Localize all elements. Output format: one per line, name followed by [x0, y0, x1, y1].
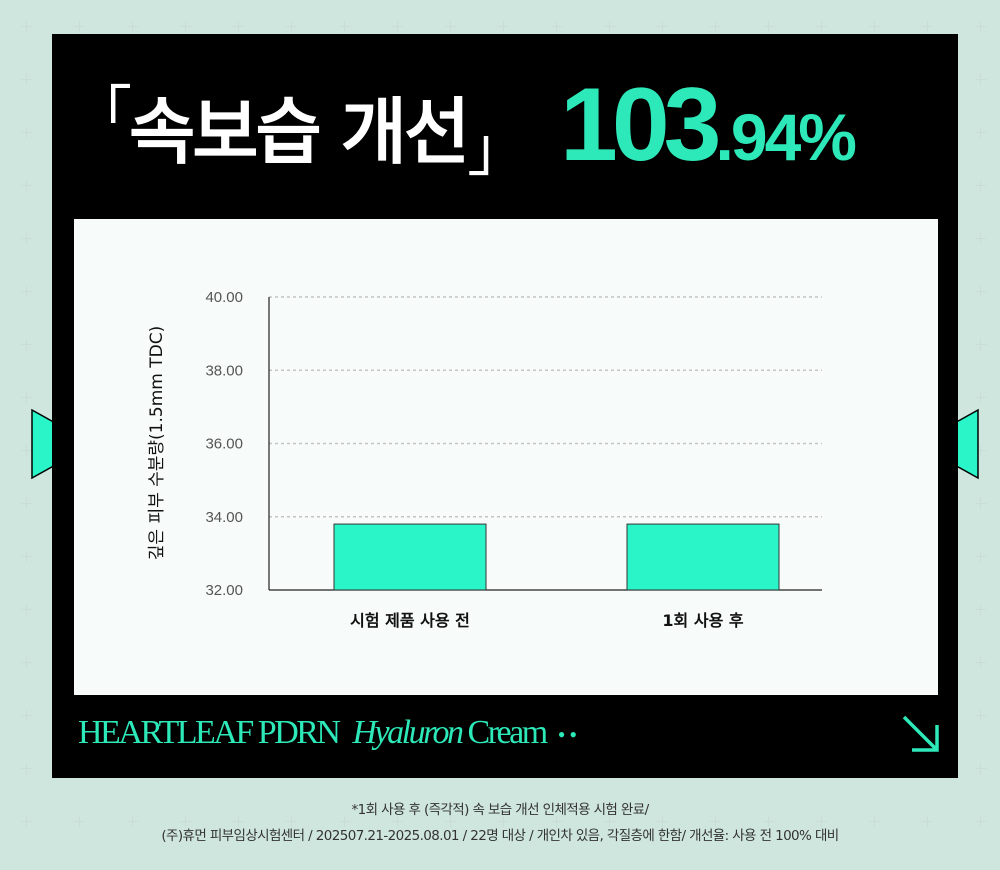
- y-tick-label: 36.00: [205, 436, 243, 453]
- bar-2: [626, 523, 780, 591]
- improvement-percent: 103.94%: [560, 66, 857, 185]
- brand-italic: Hyaluron: [352, 714, 464, 751]
- x-category-label: 시험 제품 사용 전: [350, 611, 470, 630]
- brand-main: HEARTLEAF PDRN: [78, 714, 341, 751]
- bar-1: [333, 523, 487, 591]
- brand-suffix: Cream: [467, 714, 549, 751]
- chart-panel: 32.00 34.00 36.00 38.00 40.00 시험 제품 사용 전 1회 사용…: [74, 219, 938, 695]
- percent-int: 103: [560, 67, 722, 183]
- percent-dec: .94%: [715, 100, 857, 174]
- footnote-line2: (주)휴먼 피부임상시험센터 / 202507.21-2025.08.01 / …: [161, 828, 839, 844]
- close-bracket: 」: [467, 115, 527, 185]
- brand-dots: ••: [557, 722, 582, 748]
- footnote-line1: *1회 사용 후 (즉각적) 속 보습 개선 인체적용 시험 완료/: [351, 802, 649, 818]
- y-tick-label: 40.00: [205, 289, 243, 306]
- x-category-label: 1회 사용 후: [662, 611, 743, 630]
- headline-text: 속보습 개선: [129, 89, 470, 174]
- y-tick-label: 32.00: [205, 582, 243, 599]
- brand-name: HEARTLEAF PDRN Hyaluron Cream ••: [78, 714, 581, 752]
- y-axis-label: 깊은 피부 수분량(1.5mm TDC): [147, 326, 167, 560]
- arrow-down-right-icon: [902, 715, 939, 752]
- y-tick-label: 34.00: [205, 509, 243, 526]
- y-tick-label: 38.00: [205, 362, 243, 379]
- bar-chart: 32.00 34.00 36.00 38.00 40.00 시험 제품 사용 전 1회 사용…: [147, 289, 822, 630]
- headline-title: 「 속보습 개선 」: [72, 60, 527, 190]
- open-bracket: 「: [72, 80, 132, 150]
